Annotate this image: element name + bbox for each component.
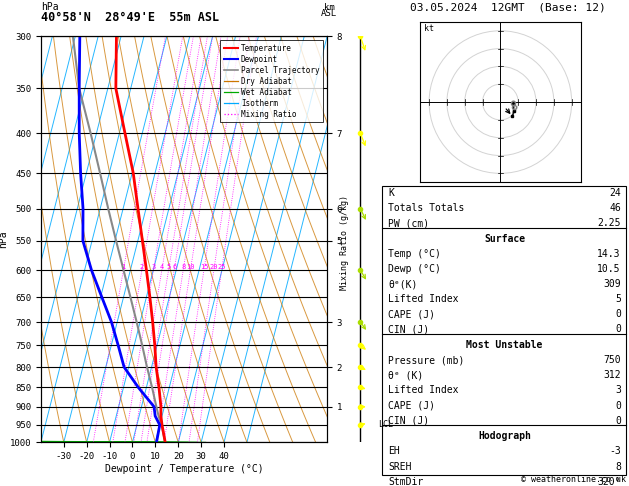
Text: StmDir: StmDir — [388, 477, 423, 486]
Text: 03.05.2024  12GMT  (Base: 12): 03.05.2024 12GMT (Base: 12) — [410, 2, 606, 12]
Text: 1: 1 — [121, 264, 126, 270]
Text: CAPE (J): CAPE (J) — [388, 400, 435, 411]
Text: Most Unstable: Most Unstable — [466, 340, 543, 350]
Text: Temp (°C): Temp (°C) — [388, 249, 441, 259]
Text: CAPE (J): CAPE (J) — [388, 310, 435, 319]
Text: θᵉ (K): θᵉ (K) — [388, 370, 423, 381]
Text: 4: 4 — [160, 264, 164, 270]
Text: 40°58'N  28°49'E  55m ASL: 40°58'N 28°49'E 55m ASL — [41, 11, 219, 24]
Text: Pressure (mb): Pressure (mb) — [388, 355, 464, 365]
Text: 2.25: 2.25 — [598, 218, 621, 228]
Text: 6: 6 — [172, 264, 176, 270]
Text: 5: 5 — [167, 264, 170, 270]
Text: θᵉ(K): θᵉ(K) — [388, 279, 418, 289]
Text: 8: 8 — [615, 462, 621, 471]
Text: -3: -3 — [609, 447, 621, 456]
Text: 14.3: 14.3 — [598, 249, 621, 259]
Text: 25: 25 — [218, 264, 226, 270]
Text: 24: 24 — [609, 188, 621, 198]
Text: 309: 309 — [603, 279, 621, 289]
Text: K: K — [388, 188, 394, 198]
Text: 3: 3 — [615, 385, 621, 396]
Text: EH: EH — [388, 447, 400, 456]
Text: 0: 0 — [615, 400, 621, 411]
Text: Totals Totals: Totals Totals — [388, 203, 464, 213]
Text: Mixing Ratio (g/kg): Mixing Ratio (g/kg) — [340, 195, 348, 291]
Text: Hodograph: Hodograph — [478, 432, 531, 441]
Text: ASL: ASL — [321, 9, 337, 18]
Text: Lifted Index: Lifted Index — [388, 385, 459, 396]
Text: LCL: LCL — [379, 420, 394, 430]
Text: Dewp (°C): Dewp (°C) — [388, 264, 441, 274]
Text: kt: kt — [424, 24, 434, 33]
Text: Surface: Surface — [484, 234, 525, 244]
Text: CIN (J): CIN (J) — [388, 416, 429, 426]
Text: 10: 10 — [186, 264, 195, 270]
X-axis label: Dewpoint / Temperature (°C): Dewpoint / Temperature (°C) — [104, 464, 264, 474]
Text: 10.5: 10.5 — [598, 264, 621, 274]
Y-axis label: hPa: hPa — [0, 230, 8, 248]
Text: 0: 0 — [615, 310, 621, 319]
Text: 312: 312 — [603, 370, 621, 381]
Text: 46: 46 — [609, 203, 621, 213]
Text: SREH: SREH — [388, 462, 411, 471]
Text: 2: 2 — [140, 264, 144, 270]
Text: 0: 0 — [615, 325, 621, 334]
Text: PW (cm): PW (cm) — [388, 218, 429, 228]
Text: 8: 8 — [181, 264, 186, 270]
Text: 20: 20 — [209, 264, 218, 270]
Text: Lifted Index: Lifted Index — [388, 295, 459, 304]
Text: 320°: 320° — [598, 477, 621, 486]
Text: 15: 15 — [199, 264, 208, 270]
Text: CIN (J): CIN (J) — [388, 325, 429, 334]
Text: © weatheronline.co.uk: © weatheronline.co.uk — [521, 474, 626, 484]
Text: 0: 0 — [615, 416, 621, 426]
Legend: Temperature, Dewpoint, Parcel Trajectory, Dry Adiabat, Wet Adiabat, Isotherm, Mi: Temperature, Dewpoint, Parcel Trajectory… — [220, 40, 323, 122]
Text: hPa: hPa — [41, 2, 58, 12]
Text: 750: 750 — [603, 355, 621, 365]
Text: 5: 5 — [615, 295, 621, 304]
Text: km: km — [323, 3, 335, 12]
Text: 3: 3 — [152, 264, 155, 270]
